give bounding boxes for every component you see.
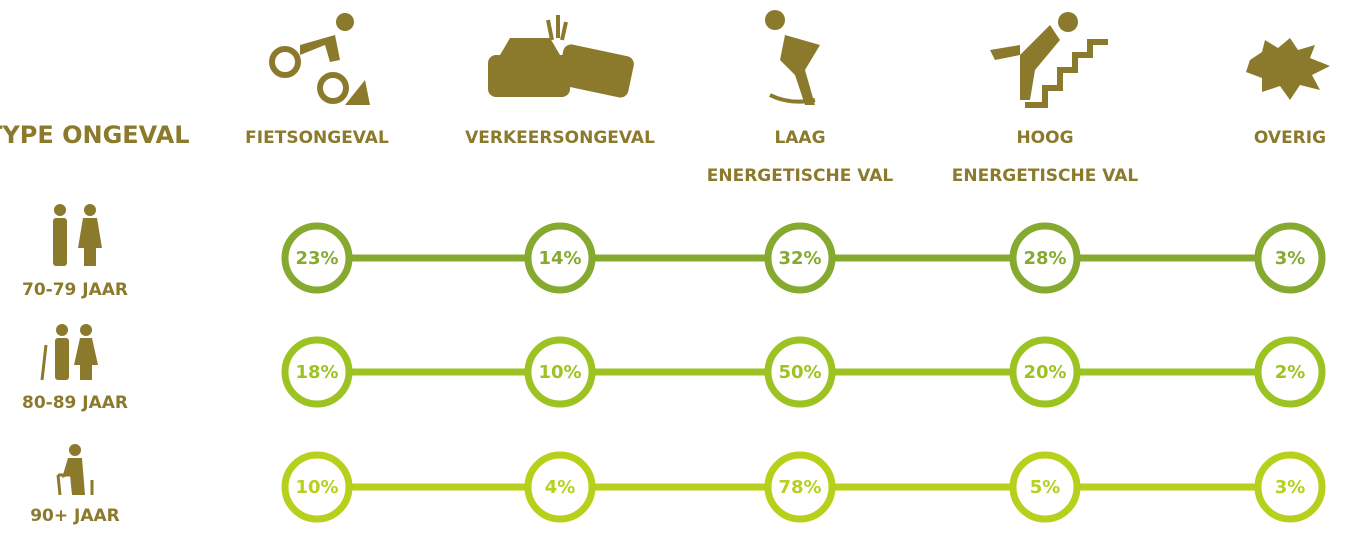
title: TYPE ONGEVAL [0, 121, 189, 149]
cell-circle [1254, 451, 1326, 523]
icon-low-fall [765, 10, 820, 105]
cell-circle [1254, 336, 1326, 408]
column-label: FIETSONGEVAL [245, 128, 389, 148]
cell-circle [281, 336, 353, 408]
column-label: ENERGETISCHE VAL [952, 166, 1139, 186]
icon-people-70 [53, 204, 102, 266]
cell-value: 14% [538, 248, 581, 269]
row-label: 80-89 JAAR [22, 393, 128, 413]
cell-circle [1009, 336, 1081, 408]
cell-value: 23% [295, 248, 338, 269]
column-label: VERKEERSONGEVAL [465, 128, 655, 148]
cell-circle [281, 451, 353, 523]
cell-value: 78% [778, 477, 821, 498]
cell-value: 5% [1030, 477, 1061, 498]
icon-person-90 [56, 444, 94, 496]
row-label: 70-79 JAAR [22, 280, 128, 300]
cell-circle [1009, 451, 1081, 523]
cell-value: 4% [545, 477, 576, 498]
cell-circle [281, 222, 353, 294]
icon-people-80 [40, 324, 98, 381]
cell-value: 10% [538, 362, 581, 383]
cell-circle [764, 451, 836, 523]
row-label: 90+ JAAR [30, 506, 120, 526]
cell-value: 10% [295, 477, 338, 498]
cell-circle [764, 336, 836, 408]
cell-value: 18% [295, 362, 338, 383]
cell-value: 20% [1023, 362, 1066, 383]
column-label: HOOG [1016, 128, 1073, 148]
cell-circle [1254, 222, 1326, 294]
icon-car-crash [488, 15, 634, 98]
cell-value: 50% [778, 362, 821, 383]
icon-high-fall [990, 12, 1108, 108]
cell-circle [524, 336, 596, 408]
cell-value: 3% [1275, 248, 1306, 269]
cell-circle [524, 451, 596, 523]
cell-value: 2% [1275, 362, 1306, 383]
cell-value: 28% [1023, 248, 1066, 269]
cell-circle [764, 222, 836, 294]
cell-value: 32% [778, 248, 821, 269]
icon-bike [269, 13, 370, 105]
cell-circle [1009, 222, 1081, 294]
cell-value: 3% [1275, 477, 1306, 498]
column-label: ENERGETISCHE VAL [707, 166, 894, 186]
cell-circle [524, 222, 596, 294]
column-label: OVERIG [1254, 128, 1326, 148]
icon-other [1246, 38, 1330, 100]
column-label: LAAG [774, 128, 825, 148]
